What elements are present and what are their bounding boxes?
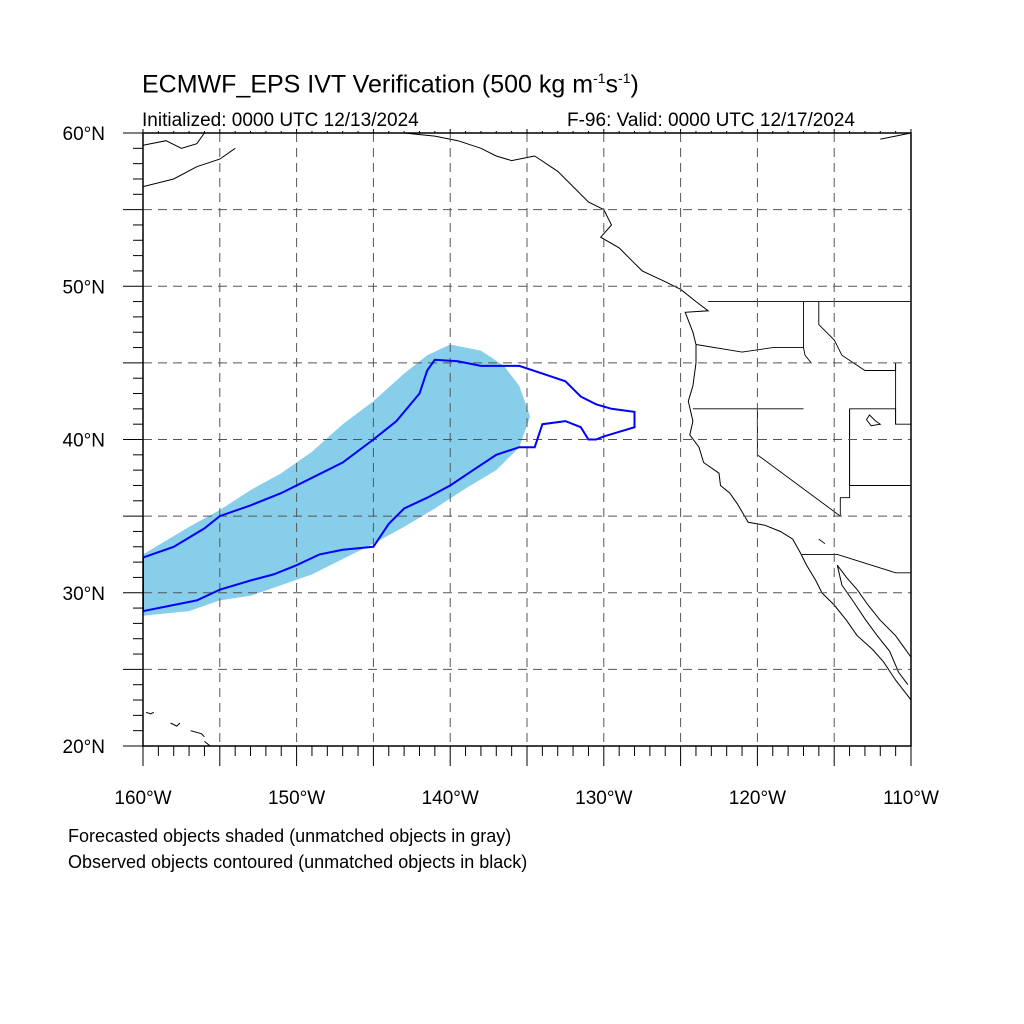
coastline-alaska-west xyxy=(143,147,236,188)
coastline-west-coast xyxy=(534,155,911,701)
observed-object-contour xyxy=(143,358,636,613)
border-nv-az xyxy=(839,408,851,517)
title-sup2: -1 xyxy=(618,70,631,86)
axis-labels: 60°N 50°N 40°N 30°N 20°N 160°W 150°W 140°W 130°W… xyxy=(63,124,939,809)
lat-label: 40°N xyxy=(63,431,105,452)
coastline-hawaii-c xyxy=(190,730,205,738)
lon-label: 160°W xyxy=(114,788,171,809)
map-title: ECMWF_EPS IVT Verification (500 kg m-1s-… xyxy=(142,70,639,99)
lake-great-salt-lake xyxy=(865,414,882,427)
lat-label: 30°N xyxy=(63,584,105,605)
forecast-objects xyxy=(143,344,531,616)
legend-observed: Observed objects contoured (unmatched ob… xyxy=(68,852,528,872)
lake-salton xyxy=(818,538,826,545)
coastline-hawaii-b xyxy=(170,722,181,727)
grid-lines xyxy=(143,133,911,746)
border-wa-or xyxy=(695,344,804,353)
border-us-mexico xyxy=(801,553,911,574)
coastline-alaska-upper xyxy=(143,133,205,149)
title-end: ) xyxy=(630,70,639,99)
coastline-hawaii-d xyxy=(204,741,212,746)
border-ut-north xyxy=(849,408,911,425)
title-main: ECMWF_EPS IVT Verification (500 kg m xyxy=(142,70,594,99)
lon-label: 120°W xyxy=(729,788,786,809)
legend-forecast: Forecasted objects shaded (unmatched obj… xyxy=(68,826,512,846)
forecast-object xyxy=(143,344,531,616)
observed-objects xyxy=(143,358,636,613)
map-axes xyxy=(123,129,912,766)
title-sup1: -1 xyxy=(593,70,606,86)
coastline-gulf-alaska xyxy=(373,133,535,162)
lon-label: 130°W xyxy=(575,788,632,809)
lon-label: 150°W xyxy=(268,788,325,809)
border-ca-nv xyxy=(756,408,841,517)
title-mid: s xyxy=(605,70,619,99)
valid-time: F-96: Valid: 0000 UTC 12/17/2024 xyxy=(567,110,855,131)
lat-label: 50°N xyxy=(63,277,105,298)
coastline-baja-inner xyxy=(836,565,909,685)
lat-label: 20°N xyxy=(63,737,105,758)
lon-label: 110°W xyxy=(883,788,939,809)
border-id-east xyxy=(818,301,896,371)
coastline-hawaii-a xyxy=(145,711,155,715)
coastline-alaska-far-east xyxy=(880,133,911,140)
border-id-wa xyxy=(803,301,812,364)
coastline-mexico-mainland xyxy=(836,564,911,658)
lat-label: 60°N xyxy=(63,124,105,145)
init-time: Initialized: 0000 UTC 12/13/2024 xyxy=(142,110,419,131)
lon-label: 140°W xyxy=(422,788,479,809)
